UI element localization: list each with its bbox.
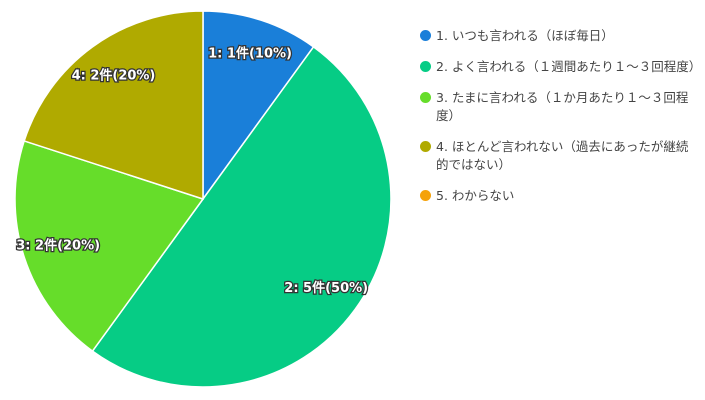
legend: 1. いつも言われる（ほぼ毎日） 2. よく言われる（１週間あたり１～３回程度） 3… [418, 27, 702, 218]
pie-slice [91, 45, 392, 388]
legend-marker [420, 30, 431, 41]
pie-slice [14, 139, 205, 353]
pie-slice [23, 10, 204, 201]
data-label: 3: 2件(20%) [16, 238, 100, 254]
pie-slice [202, 10, 315, 202]
legend-label: 4. ほとんど言われない（過去にあったが継続的ではない） [436, 139, 689, 172]
legend-label: 1. いつも言われる（ほぼ毎日） [436, 28, 614, 43]
legend-label: 5. わからない [436, 188, 515, 203]
legend-marker [420, 92, 431, 103]
data-label: 4: 2件(20%) [72, 67, 156, 83]
legend-item: 2. よく言われる（１週間あたり１～３回程度） [418, 58, 702, 76]
legend-marker [420, 190, 431, 201]
legend-label: 2. よく言われる（１週間あたり１～３回程度） [436, 59, 702, 74]
legend-label: 3. たまに言われる（１か月あたり１～３回程度） [436, 90, 689, 123]
legend-marker [420, 141, 431, 152]
legend-item: 4. ほとんど言われない（過去にあったが継続的ではない） [418, 138, 700, 174]
legend-item: 5. わからない [418, 187, 700, 205]
legend-item: 3. たまに言われる（１か月あたり１～３回程度） [418, 89, 700, 125]
legend-item: 1. いつも言われる（ほぼ毎日） [418, 27, 700, 45]
data-label: 1: 1件(10%) [208, 46, 292, 62]
legend-marker [420, 61, 431, 72]
data-label: 2: 5件(50%) [284, 280, 368, 296]
